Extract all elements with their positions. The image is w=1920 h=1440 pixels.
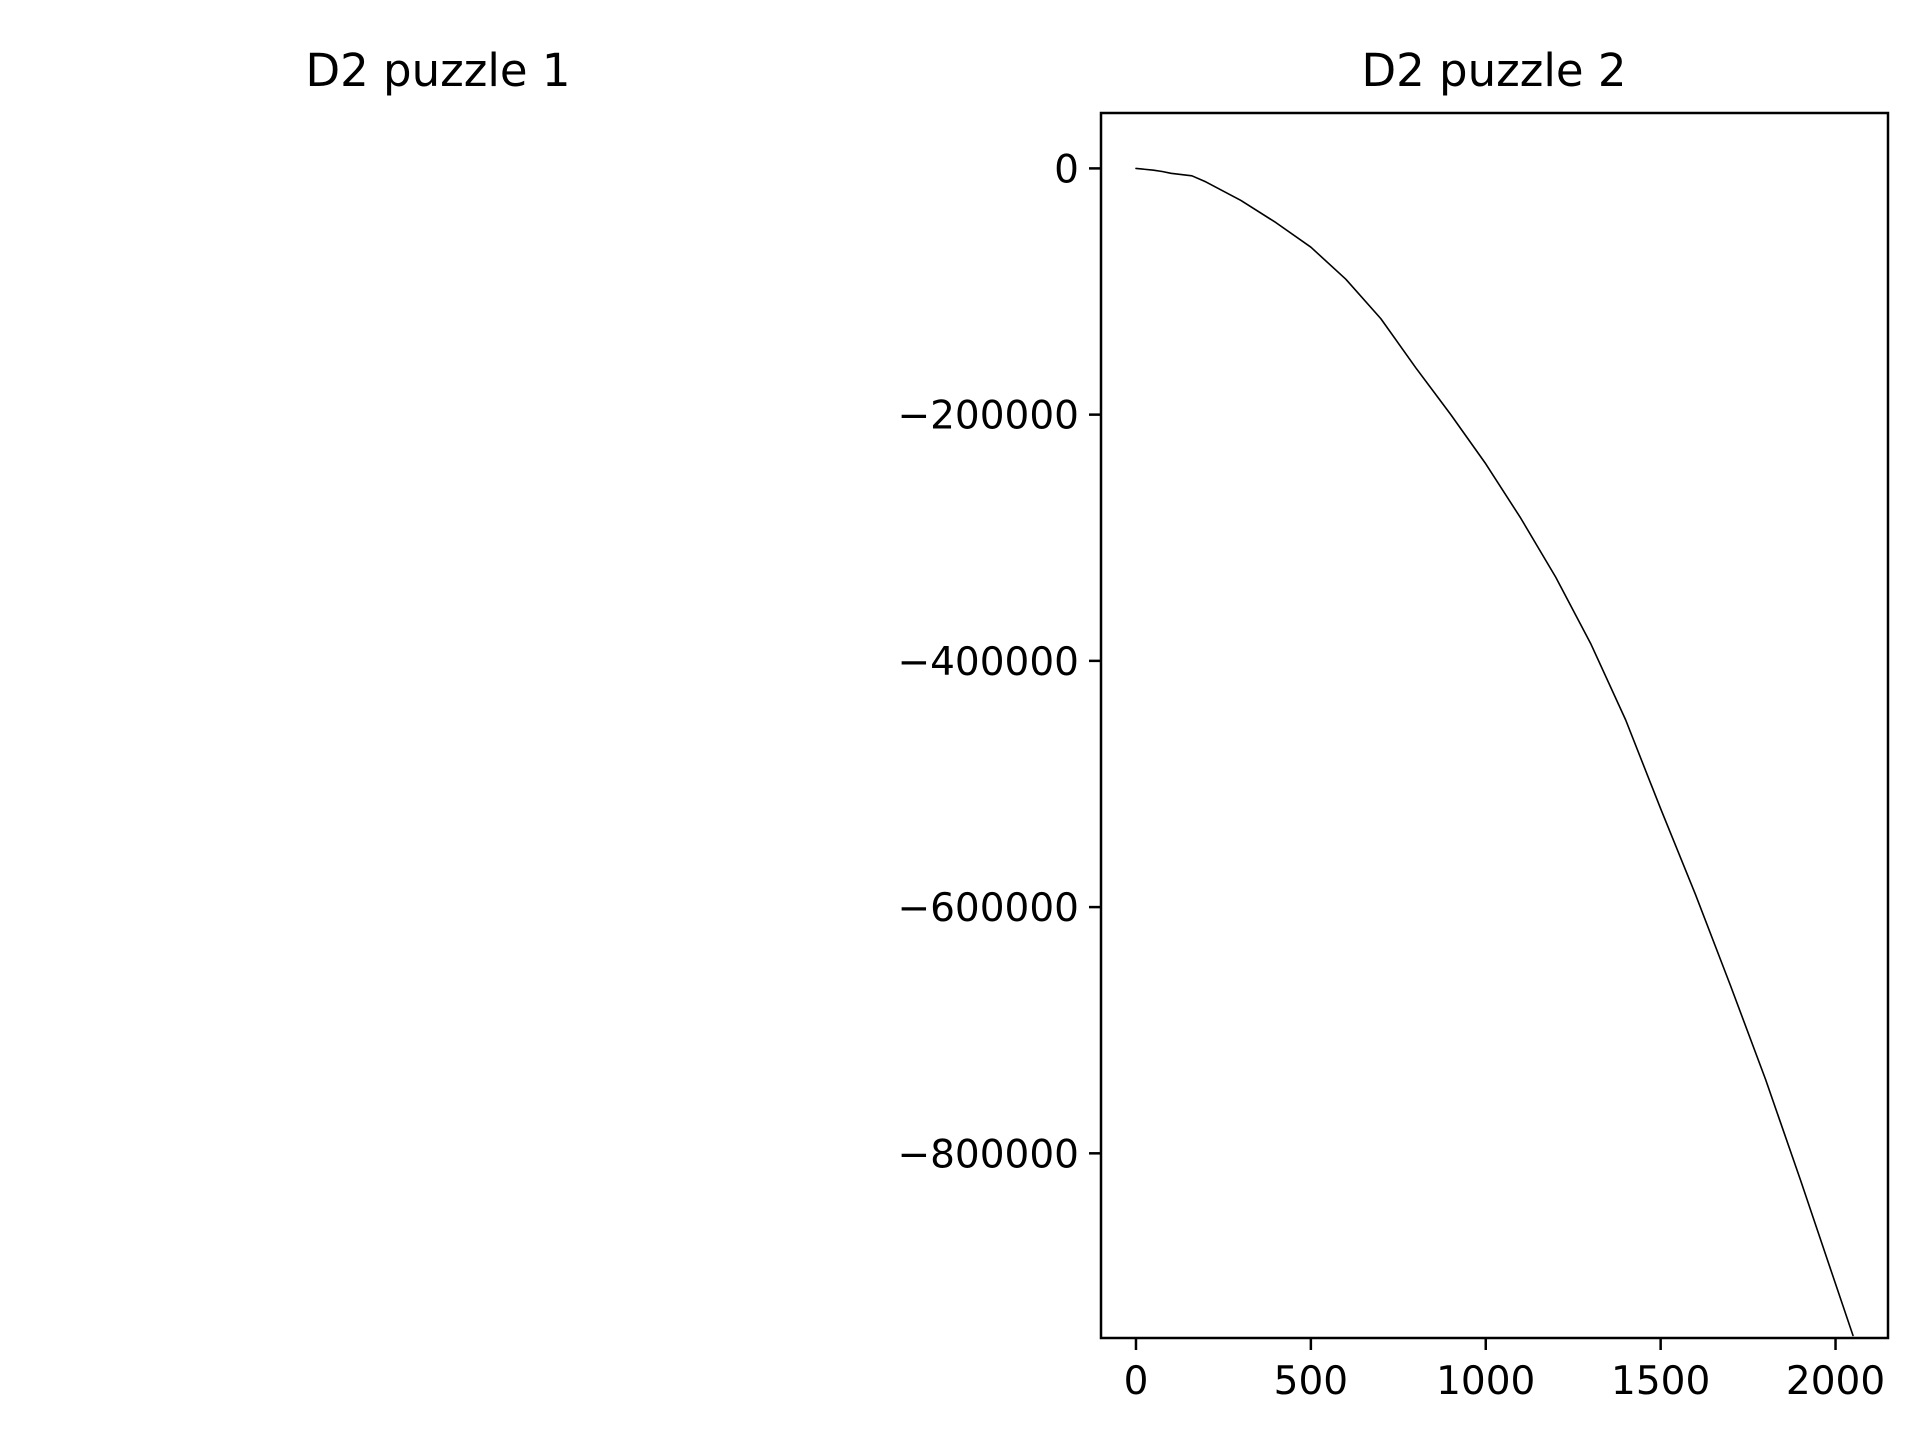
x-tick-label: 0	[1124, 1359, 1149, 1404]
y-tick-label: −400000	[897, 640, 1079, 685]
chart-panel-2: D2 puzzle 2 0 500 1000 1500 2000 0 −200000 −400…	[897, 44, 1890, 1404]
x-tick-label: 1500	[1611, 1359, 1710, 1404]
series-line-1	[1135, 167, 1854, 1337]
x-tick-label: 1000	[1436, 1359, 1535, 1404]
y-tick-label: −600000	[897, 886, 1079, 931]
chart-title-1: D2 puzzle 1	[305, 44, 570, 97]
x-tick-label: 2000	[1786, 1359, 1885, 1404]
plot-area	[1135, 167, 1854, 1337]
chart-panel-1: D2 puzzle 1	[305, 44, 570, 97]
y-tick-label: 0	[1054, 147, 1079, 192]
x-tick-label: 500	[1274, 1359, 1348, 1404]
axes-frame	[1099, 111, 1890, 1340]
axis-ticks: 0 500 1000 1500 2000 0 −200000 −400000 −600000 −8…	[897, 147, 1885, 1404]
y-tick-label: −200000	[897, 394, 1079, 439]
y-tick-label: −800000	[897, 1132, 1079, 1177]
chart-title-2: D2 puzzle 2	[1361, 44, 1626, 97]
